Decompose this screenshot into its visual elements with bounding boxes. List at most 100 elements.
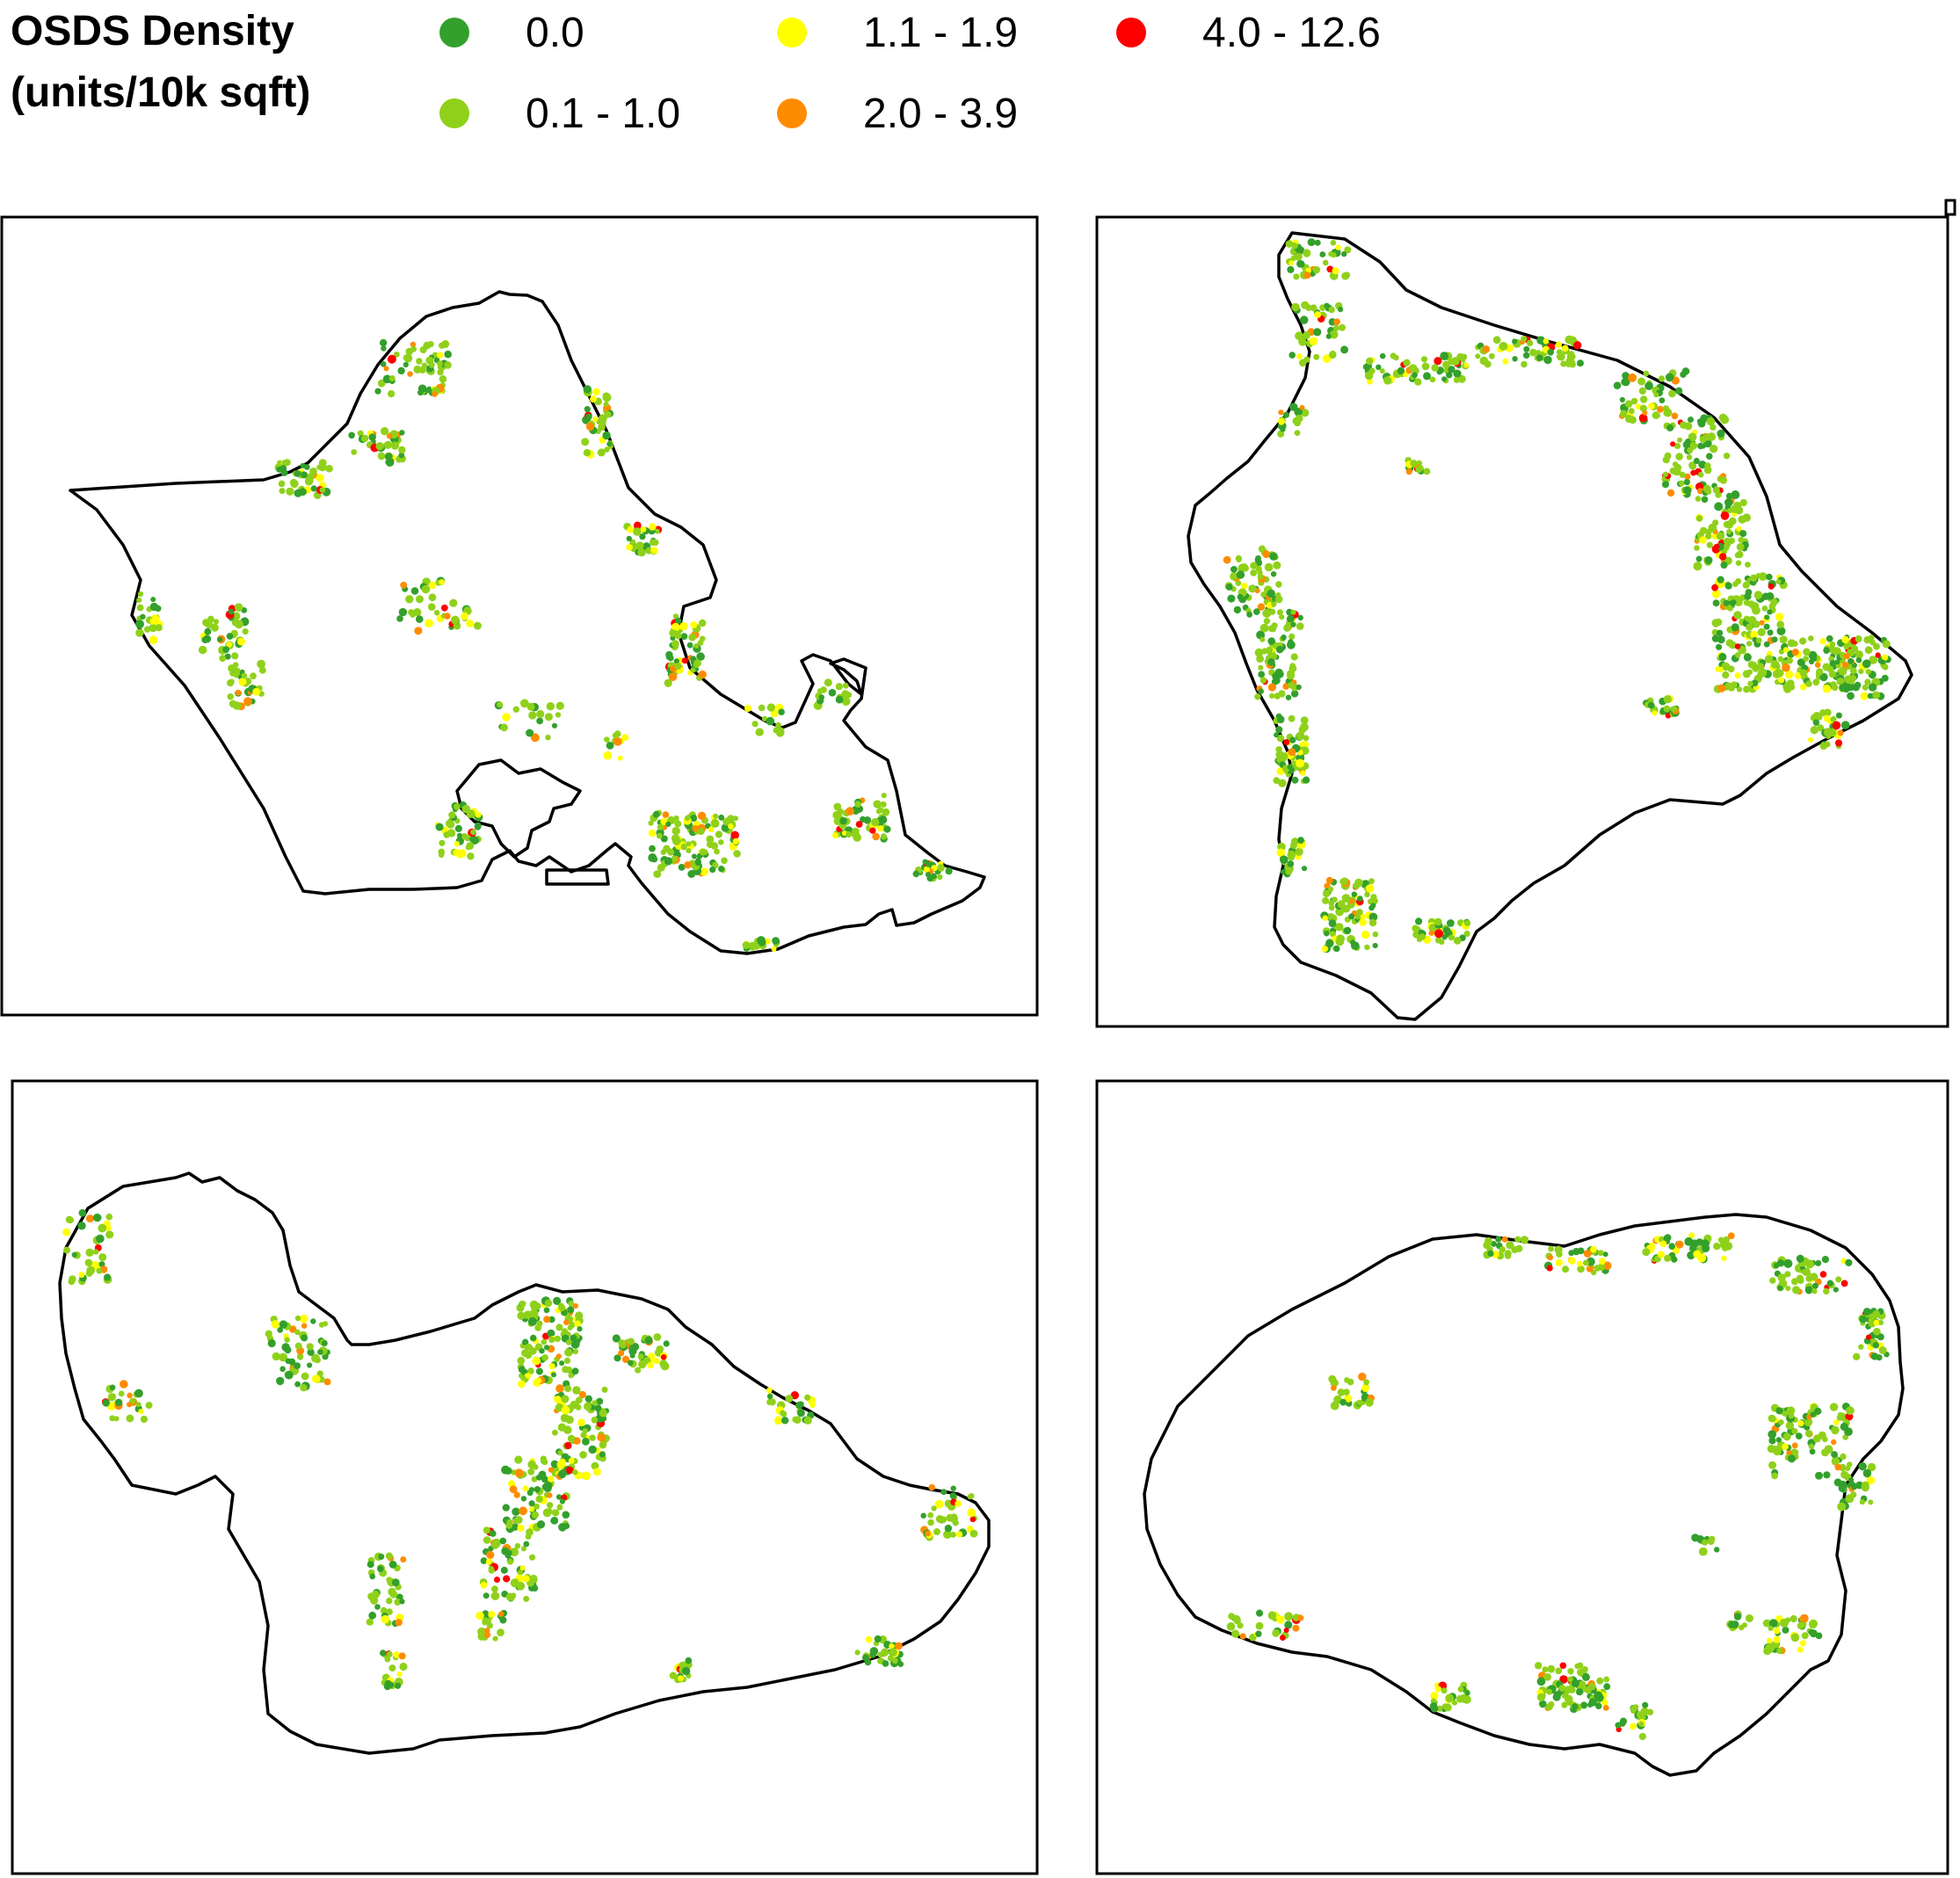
osds-point bbox=[1724, 1242, 1733, 1251]
osds-point bbox=[854, 1650, 860, 1656]
osds-point bbox=[1296, 731, 1305, 741]
osds-point bbox=[1736, 686, 1743, 692]
osds-point bbox=[1826, 1280, 1833, 1287]
osds-point bbox=[1721, 1255, 1727, 1262]
osds-point bbox=[316, 1370, 323, 1377]
osds-point bbox=[653, 1358, 660, 1365]
osds-point bbox=[1333, 945, 1340, 953]
osds-point bbox=[1278, 690, 1286, 698]
osds-point bbox=[1523, 352, 1530, 359]
osds-point bbox=[523, 1595, 530, 1602]
osds-point bbox=[522, 1575, 530, 1583]
osds-point bbox=[1727, 508, 1733, 514]
osds-point bbox=[955, 1500, 962, 1507]
osds-point bbox=[384, 453, 393, 460]
osds-point bbox=[637, 1353, 644, 1360]
osds-point bbox=[1785, 1286, 1791, 1291]
osds-point bbox=[232, 662, 239, 668]
osds-point bbox=[1754, 592, 1761, 600]
osds-point bbox=[433, 610, 440, 616]
osds-point bbox=[300, 1384, 308, 1392]
osds-point bbox=[1795, 1432, 1803, 1439]
osds-point bbox=[564, 1385, 572, 1393]
osds-point bbox=[680, 844, 687, 851]
osds-point bbox=[1255, 565, 1262, 573]
osds-point bbox=[96, 1267, 103, 1274]
osds-point bbox=[1325, 333, 1332, 339]
osds-point bbox=[778, 708, 785, 715]
osds-point bbox=[669, 1671, 678, 1679]
osds-point bbox=[1536, 354, 1543, 361]
osds-point bbox=[882, 808, 890, 816]
osds-point bbox=[514, 1516, 523, 1524]
osds-point bbox=[1817, 724, 1825, 732]
osds-point bbox=[226, 633, 234, 640]
osds-point bbox=[1808, 635, 1814, 642]
osds-point bbox=[520, 1546, 527, 1552]
osds-point bbox=[1536, 1677, 1546, 1686]
osds-point bbox=[1338, 900, 1345, 907]
osds-point bbox=[1777, 1273, 1786, 1282]
osds-point bbox=[1602, 1251, 1608, 1258]
osds-point bbox=[516, 1582, 526, 1591]
osds-point bbox=[841, 697, 851, 706]
osds-point bbox=[149, 623, 157, 633]
legend-subtitle: (units/10k sqft) bbox=[11, 69, 311, 116]
osds-point bbox=[492, 1538, 501, 1548]
osds-point bbox=[1283, 1628, 1289, 1634]
osds-point bbox=[135, 628, 144, 637]
osds-point bbox=[1731, 490, 1740, 499]
osds-point bbox=[1768, 1461, 1777, 1469]
osds-point bbox=[831, 832, 838, 839]
osds-point bbox=[551, 722, 558, 729]
osds-point bbox=[136, 604, 144, 612]
osds-point bbox=[945, 867, 953, 875]
osds-point bbox=[1322, 259, 1329, 266]
osds-point bbox=[1232, 1614, 1241, 1623]
osds-point bbox=[380, 1606, 388, 1614]
osds-point bbox=[1602, 1705, 1609, 1711]
osds-point bbox=[145, 1402, 153, 1410]
osds-point bbox=[1463, 930, 1470, 938]
osds-point bbox=[1687, 446, 1694, 453]
osds-point bbox=[135, 1402, 142, 1408]
osds-point bbox=[540, 1455, 547, 1462]
osds-point bbox=[1868, 683, 1877, 692]
osds-point bbox=[1260, 591, 1267, 598]
osds-point bbox=[318, 1322, 325, 1328]
osds-point bbox=[1562, 1265, 1570, 1273]
osds-point bbox=[1791, 1278, 1798, 1286]
osds-point bbox=[435, 823, 444, 831]
osds-point bbox=[1729, 517, 1737, 526]
osds-point bbox=[633, 527, 642, 536]
osds-point bbox=[1831, 1439, 1837, 1446]
osds-point bbox=[657, 823, 664, 830]
osds-point bbox=[1520, 1236, 1529, 1244]
osds-point bbox=[577, 1418, 585, 1426]
osds-point bbox=[656, 1345, 664, 1353]
osds-point bbox=[383, 440, 392, 449]
osds-point bbox=[1343, 926, 1352, 935]
osds-point bbox=[1761, 605, 1768, 612]
osds-point bbox=[1786, 1406, 1796, 1416]
osds-point bbox=[599, 1440, 607, 1449]
osds-point bbox=[1872, 691, 1881, 700]
osds-point bbox=[1412, 372, 1418, 379]
osds-point bbox=[846, 830, 853, 838]
osds-point bbox=[768, 1398, 776, 1406]
osds-point bbox=[1344, 246, 1352, 254]
osds-point bbox=[1637, 1711, 1644, 1718]
osds-point bbox=[226, 642, 233, 648]
osds-point bbox=[1289, 352, 1296, 359]
osds-point bbox=[1267, 625, 1275, 633]
osds-point bbox=[693, 662, 700, 668]
osds-point bbox=[1832, 721, 1841, 730]
osds-point bbox=[410, 341, 417, 348]
osds-point bbox=[629, 1352, 635, 1359]
osds-point bbox=[416, 595, 424, 604]
osds-point bbox=[529, 1554, 536, 1561]
osds-point bbox=[1225, 584, 1233, 591]
panel-frame-oahu bbox=[0, 215, 1039, 1017]
osds-point bbox=[1571, 1679, 1579, 1687]
osds-point bbox=[1701, 496, 1709, 504]
